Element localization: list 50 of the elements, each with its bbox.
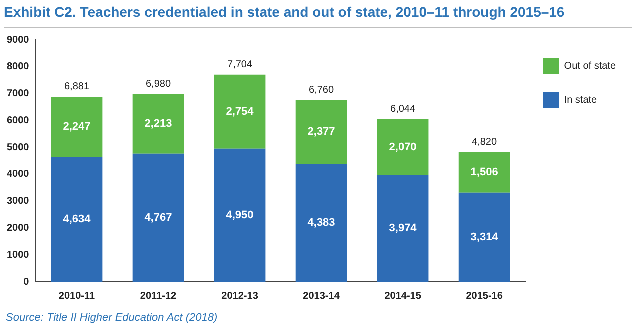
y-tick-label: 4000 (6, 169, 30, 180)
data-label: 4,767 (144, 212, 172, 224)
total-label: 6,980 (146, 79, 172, 90)
bar (296, 100, 348, 164)
y-tick-label: 0 (24, 276, 30, 288)
data-label: 2,754 (226, 106, 255, 118)
x-tick-label: 2013-14 (303, 290, 340, 302)
bar (296, 164, 348, 282)
x-tick-label: 2011-12 (140, 290, 178, 302)
y-tick-label: 7000 (6, 88, 30, 100)
data-label: 2,247 (63, 121, 91, 134)
bar (377, 119, 429, 176)
data-label: 2,377 (308, 126, 336, 138)
source-note: Source: Title II Higher Education Act (2018) (6, 312, 218, 324)
chart-title: Exhibit C2. Teachers credentialed in state and out of state, 2010–11 through 2015–16 (4, 4, 565, 20)
data-label: 3,314 (470, 231, 500, 244)
data-label: 1,506 (470, 166, 498, 179)
bar (458, 152, 510, 193)
legend-label: Out of state (564, 60, 616, 72)
data-label: 2,213 (144, 118, 172, 130)
total-label: 6,044 (390, 104, 416, 116)
y-tick-label: 6000 (6, 115, 30, 126)
data-label: 4,383 (308, 217, 336, 230)
bar (51, 96, 103, 158)
bar (132, 154, 184, 282)
y-tick-label: 2000 (6, 222, 30, 234)
bar (132, 94, 184, 154)
y-tick-label: 9000 (6, 34, 30, 46)
x-tick-label: 2012-13 (222, 290, 259, 302)
x-tick-label: 2014-15 (384, 290, 422, 302)
legend-label: In state (564, 94, 598, 106)
total-label: 6,881 (64, 82, 90, 93)
total-label: 7,704 (228, 60, 253, 71)
y-tick-label: 3000 (6, 196, 30, 208)
bar (458, 192, 510, 282)
bar (51, 157, 103, 282)
data-label: 4,634 (63, 214, 92, 226)
bar (214, 74, 266, 149)
x-tick-label: 2010-11 (58, 290, 96, 302)
total-label: 6,760 (309, 84, 334, 96)
data-label: 2,070 (389, 141, 417, 154)
y-tick-label: 1000 (6, 250, 30, 261)
y-tick-label: 5000 (6, 142, 30, 154)
total-label: 4,820 (472, 137, 498, 148)
data-label: 3,974 (389, 222, 418, 235)
y-tick-label: 8000 (6, 62, 30, 73)
bar (214, 148, 266, 282)
x-tick-label: 2015-16 (466, 290, 504, 302)
data-label: 4,950 (226, 209, 254, 222)
bar (377, 175, 429, 282)
